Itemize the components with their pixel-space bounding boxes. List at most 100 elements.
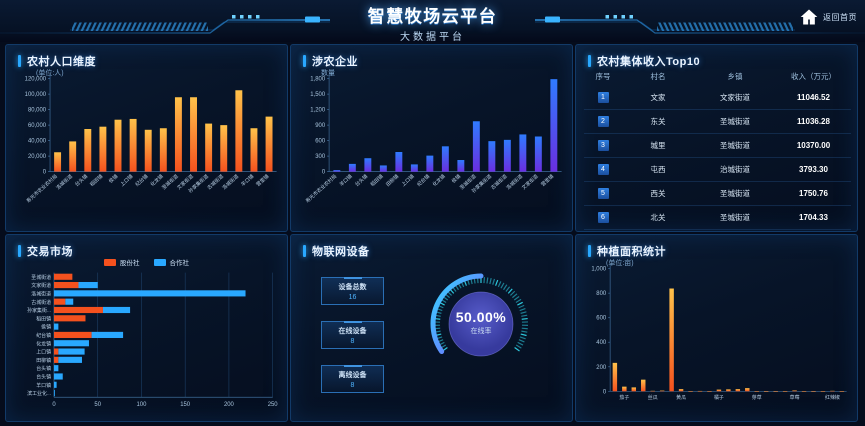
chart-rural-population[interactable]: 0 20,000 40,000 60,000 80,000 100,000 120,000 寿… xyxy=(6,45,287,231)
table-row[interactable]: 1 文家 文家街道 11046.52 xyxy=(584,86,851,110)
legend-item-2[interactable]: 合作社 xyxy=(153,257,190,267)
svg-text:1,000: 1,000 xyxy=(591,267,607,273)
home-button-label: 返回首页 xyxy=(823,12,857,22)
svg-text:营里镇: 营里镇 xyxy=(539,173,555,188)
stat-card-total-devices[interactable]: 设备总数 16 xyxy=(321,277,384,305)
svg-text:80,000: 80,000 xyxy=(28,108,47,114)
cell-rank: 4 xyxy=(584,164,622,175)
cell-village: 北关 xyxy=(650,213,666,222)
svg-text:橘子: 橘子 xyxy=(714,394,724,401)
svg-text:上口镇: 上口镇 xyxy=(119,173,135,188)
svg-text:100: 100 xyxy=(137,402,148,408)
cell-village: 东关 xyxy=(650,117,666,126)
svg-text:1,800: 1,800 xyxy=(310,77,326,83)
svg-text:羊口镇: 羊口镇 xyxy=(36,382,51,389)
panel-title-planting-area: 种植面积统计 xyxy=(588,243,666,259)
svg-text:侯镇: 侯镇 xyxy=(41,324,51,331)
svg-text:20,000: 20,000 xyxy=(28,154,47,160)
table-body: 1 文家 文家街道 11046.52 2 东关 圣城街道 11036.28 3 城里 圣城街道 103… xyxy=(584,86,851,230)
stat-value: 16 xyxy=(348,293,357,301)
svg-text:600: 600 xyxy=(596,316,607,322)
svg-text:田柳镇: 田柳镇 xyxy=(36,357,51,364)
svg-text:60,000: 60,000 xyxy=(28,123,47,129)
gauge-svg xyxy=(430,273,528,357)
panel-title-text: 涉农企业 xyxy=(312,56,358,68)
svg-text:300: 300 xyxy=(315,154,326,160)
svg-text:古城街道: 古城街道 xyxy=(31,299,51,306)
panel-agri-enterprises: 涉农企业 数量 0 300 600 900 1,200 1,500 1,800 寿光市农业农村… xyxy=(290,44,573,232)
page-title: 智慧牧场云平台 xyxy=(367,7,498,26)
svg-text:200: 200 xyxy=(224,402,235,408)
stat-card-online-devices[interactable]: 在线设备 8 xyxy=(321,321,384,349)
svg-text:羊口镇: 羊口镇 xyxy=(338,173,354,188)
table-col-header-4: 收入（万元） xyxy=(791,72,836,81)
table-col-header-3: 乡镇 xyxy=(727,72,743,81)
svg-text:台头镇: 台头镇 xyxy=(353,173,369,188)
table-row[interactable]: 3 城里 圣城街道 10370.00 xyxy=(584,134,851,158)
svg-text:台头镇: 台头镇 xyxy=(73,173,89,188)
svg-text:洛城街道: 洛城街道 xyxy=(221,173,240,191)
online-rate-gauge: 50.00% 在线率 xyxy=(418,261,544,387)
legend-label: 股份社 xyxy=(120,260,140,267)
svg-text:250: 250 xyxy=(268,402,279,408)
panel-trading-market: 交易市场 股份社 合作社 0 50 100 150 200 250 圣城街道 文家街道 洛城街道古… xyxy=(5,234,288,422)
table-row[interactable]: 4 屯西 治城街道 3793.30 xyxy=(584,158,851,182)
stat-card-offline-devices[interactable]: 离线设备 8 xyxy=(321,365,384,393)
home-icon xyxy=(799,7,819,27)
header-decoration-right xyxy=(535,0,865,42)
cell-income: 1750.76 xyxy=(799,189,828,198)
rank-badge: 3 xyxy=(597,140,609,151)
cell-rank: 1 xyxy=(584,92,622,103)
panel-iot-devices: 物联网设备 设备总数 16 在线设备 8 离线设备 8 xyxy=(290,234,573,422)
stat-label: 在线设备 xyxy=(338,327,367,335)
svg-text:侯镇: 侯镇 xyxy=(107,173,119,185)
chart-trading-market[interactable]: 0 50 100 150 200 250 圣城街道文家街道洛城街道古城街道孙家集街...稻田… xyxy=(6,235,287,421)
svg-text:400: 400 xyxy=(596,340,607,346)
header-title-block: 智慧牧场云平台 大数据平台 xyxy=(0,2,865,43)
legend-item-1[interactable]: 股份社 xyxy=(104,257,140,267)
gauge-readout: 50.00% 在线率 xyxy=(418,309,544,336)
cell-town: 治城街道 xyxy=(720,165,750,174)
svg-text:茄子: 茄子 xyxy=(619,394,629,401)
svg-text:洛城街道: 洛城街道 xyxy=(31,290,51,297)
svg-text:50: 50 xyxy=(94,402,101,408)
svg-text:40,000: 40,000 xyxy=(28,139,47,145)
stat-value: 8 xyxy=(350,337,355,345)
panel-rural-population: 农村人口维度 (单位:人) 0 20,000 40,000 60,000 80,000 1… xyxy=(5,44,288,232)
stat-label: 离线设备 xyxy=(338,371,367,379)
gauge-percent: 50.00% xyxy=(455,309,507,325)
svg-text:化龙镇: 化龙镇 xyxy=(36,340,51,347)
dashboard-grid: 农村人口维度 (单位:人) 0 20,000 40,000 60,000 80,000 1… xyxy=(5,44,860,422)
chart-legend[interactable]: 股份社 合作社 xyxy=(6,257,287,267)
header-decoration-left xyxy=(0,0,330,42)
table-row[interactable]: 2 东关 圣城街道 11036.28 xyxy=(584,110,851,134)
cell-town: 文家街道 xyxy=(720,93,750,102)
cell-town: 圣城街道 xyxy=(720,141,750,150)
svg-text:稻田镇: 稻田镇 xyxy=(89,173,105,188)
axis-unit-label: (单位:亩) xyxy=(606,260,634,267)
title-accent-bar xyxy=(18,55,21,67)
svg-text:孙家集街...: 孙家集街... xyxy=(27,307,51,314)
table-header-row: 序号 村名 乡镇 收入（万元） xyxy=(584,71,851,86)
table-row[interactable]: 5 西关 圣城街道 1750.76 xyxy=(584,182,851,206)
panel-collective-income: 农村集体收入Top10 序号 村名 乡镇 收入（万元） 1 文家 文家街道 11046.52… xyxy=(575,44,858,232)
table-row[interactable]: 6 北关 圣城街道 1704.33 xyxy=(584,206,851,230)
svg-text:纪台镇: 纪台镇 xyxy=(415,173,431,188)
home-button[interactable]: 返回首页 xyxy=(799,7,857,27)
panel-title-text: 农村人口维度 xyxy=(27,56,96,68)
chart-planting-area[interactable]: 0 200 400 600 800 1,000 茄子 丝瓜 黄瓜 橘子 芽草 草莓 红辣椒 xyxy=(576,235,857,421)
panel-title-text: 交易市场 xyxy=(27,246,73,258)
rank-badge: 4 xyxy=(597,164,609,175)
svg-text:600: 600 xyxy=(315,139,326,145)
svg-text:1,500: 1,500 xyxy=(310,92,326,98)
cell-income: 10370.00 xyxy=(796,141,831,150)
stat-label: 设备总数 xyxy=(338,283,367,291)
svg-text:900: 900 xyxy=(315,123,326,129)
cell-rank: 2 xyxy=(584,116,622,127)
chart-agri-enterprises[interactable]: 0 300 600 900 1,200 1,500 1,800 寿光市农业农村局 羊口镇 台头镇稻… xyxy=(291,45,572,231)
title-accent-bar xyxy=(303,55,306,67)
svg-text:芽草: 芽草 xyxy=(752,394,762,401)
legend-label: 合作社 xyxy=(169,260,190,267)
svg-text:纪台镇: 纪台镇 xyxy=(36,332,51,339)
